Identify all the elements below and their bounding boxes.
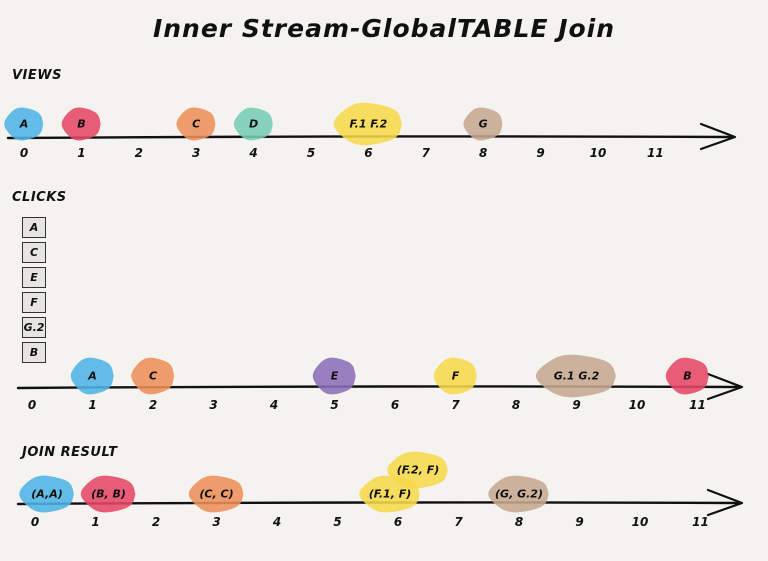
join-event-label: (C, C) — [199, 487, 234, 501]
clicks-event-label: G.1 G.2 — [553, 369, 600, 383]
join-event-blob — [387, 451, 448, 489]
clicks-event-blob — [535, 354, 616, 398]
views-tick-label: 4 — [249, 146, 258, 160]
clicks-tick-label: 6 — [390, 398, 400, 412]
join-tick-label: 4 — [272, 515, 282, 529]
views-event-label: G — [478, 117, 488, 131]
clicks-event-blob — [665, 357, 709, 395]
join-tick-label: 9 — [575, 515, 584, 529]
clicks-event-label: A — [88, 369, 97, 383]
views-event-blob — [233, 107, 273, 141]
clicks-table-cell: E — [22, 267, 46, 288]
clicks-event-blob — [70, 357, 114, 395]
join-event-blob — [488, 475, 549, 513]
views-event-blob — [176, 107, 216, 141]
views-tick-label: 9 — [536, 146, 545, 160]
join-axis-arrowhead — [706, 488, 744, 517]
views-event-blob — [61, 107, 101, 141]
views-tick-label: 2 — [134, 146, 143, 160]
views-event-label: B — [77, 117, 86, 131]
views-event-label: D — [249, 117, 259, 131]
join-tick-label: 5 — [333, 515, 342, 529]
clicks-table-cell: G.2 — [22, 317, 46, 338]
join-tick-label: 1 — [91, 515, 100, 529]
clicks-tick-label: 11 — [689, 398, 706, 412]
views-tick-label: 1 — [77, 146, 86, 160]
views-event-blob — [463, 107, 503, 141]
views-tick-label: 6 — [364, 146, 373, 160]
views-event-blob — [4, 107, 44, 141]
clicks-event-label: C — [148, 369, 158, 383]
join-tick-label: 8 — [514, 515, 524, 529]
clicks-tick-label: 5 — [330, 398, 339, 412]
clicks-table-cell: B — [22, 342, 46, 363]
views-tick-label: 10 — [589, 146, 607, 160]
views-event-label: C — [192, 117, 201, 131]
clicks-label: CLICKS — [12, 190, 67, 205]
join-event-blob — [80, 475, 136, 513]
join-event-blob — [19, 475, 74, 513]
join-result-label: JOIN RESULT — [22, 445, 118, 460]
clicks-tick-label: 8 — [511, 398, 521, 412]
clicks-tick-label: 9 — [572, 398, 581, 412]
clicks-tick-label: 4 — [269, 398, 279, 412]
clicks-tick-label: 0 — [27, 398, 37, 412]
join-event-label: (B, B) — [91, 487, 126, 501]
join-event-label: (G, G.2) — [495, 487, 543, 501]
views-tick-label: 3 — [192, 146, 201, 160]
views-event-blob — [333, 102, 402, 146]
join-tick-label: 0 — [30, 515, 40, 529]
clicks-tick-label: 1 — [88, 398, 97, 412]
clicks-tick-label: 2 — [148, 398, 158, 412]
join-event-label: (A,A) — [31, 487, 63, 501]
views-tick-label: 8 — [479, 146, 488, 160]
views-event-label: A — [19, 117, 29, 131]
join-event-label: (F.2, F) — [396, 463, 440, 477]
views-event-label: F.1 F.2 — [349, 117, 388, 131]
views-tick-label: 11 — [647, 146, 664, 160]
clicks-event-blob — [312, 357, 356, 395]
clicks-event-label: B — [683, 369, 692, 383]
clicks-axis-line — [16, 385, 740, 390]
join-tick-label: 7 — [454, 515, 463, 529]
views-tick-label: 7 — [421, 146, 430, 160]
join-tick-label: 10 — [631, 515, 649, 529]
clicks-table-cell: C — [22, 242, 46, 263]
views-axis-arrowhead — [699, 122, 737, 151]
clicks-tick-label: 7 — [451, 398, 460, 412]
clicks-event-blob — [131, 357, 175, 395]
clicks-table-cell: A — [22, 217, 46, 238]
clicks-tick-label: 10 — [628, 398, 646, 412]
join-tick-label: 11 — [692, 515, 709, 529]
views-tick-label: 0 — [19, 146, 29, 160]
join-tick-label: 3 — [212, 515, 221, 529]
join-event-label: (F.1, F) — [368, 487, 412, 501]
clicks-event-label: F — [451, 369, 460, 383]
clicks-table-cell: F — [22, 292, 46, 313]
views-label: VIEWS — [12, 68, 62, 83]
clicks-tick-label: 3 — [209, 398, 218, 412]
clicks-axis-arrowhead — [706, 372, 744, 401]
clicks-event-label: E — [330, 369, 339, 383]
join-tick-label: 6 — [393, 515, 403, 529]
views-tick-label: 5 — [306, 146, 316, 160]
join-tick-label: 2 — [151, 515, 161, 529]
join-event-blob — [188, 475, 244, 513]
page-title: Inner Stream-GlobalTABLE Join — [152, 14, 616, 43]
clicks-event-blob — [433, 357, 477, 395]
